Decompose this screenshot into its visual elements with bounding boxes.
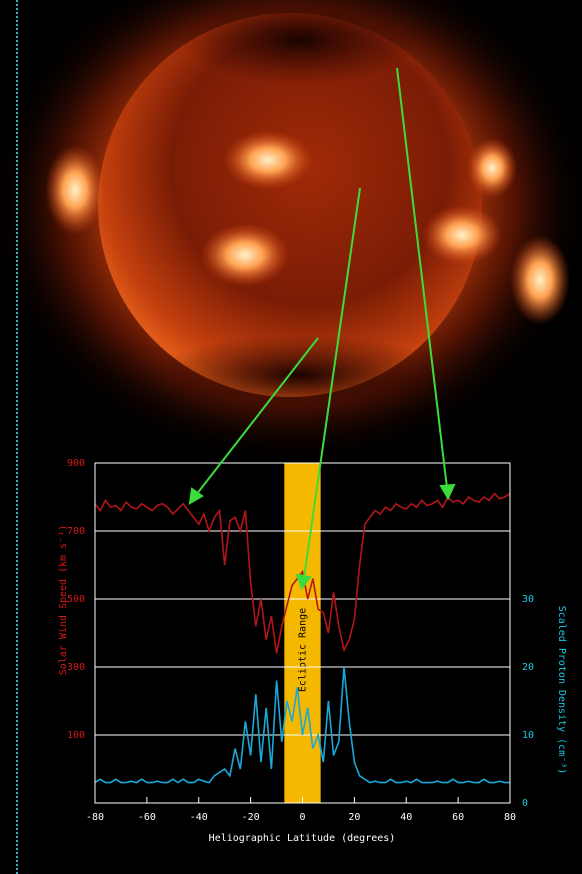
x-tick-label: -20 bbox=[242, 812, 260, 823]
x-tick-label: 20 bbox=[348, 812, 360, 823]
x-tick-label: 40 bbox=[400, 812, 412, 823]
y2-axis-label: Scaled Proton Density (cm⁻³) bbox=[556, 606, 567, 775]
x-tick-label: 80 bbox=[504, 812, 516, 823]
band-label: Ecliptic Range bbox=[298, 608, 309, 692]
sun-image bbox=[0, 0, 582, 465]
y-axis-label: Solar Wind Speed (km s⁻¹) bbox=[58, 525, 69, 676]
y-tick-label: 100 bbox=[67, 730, 85, 741]
y-tick-label: 900 bbox=[67, 458, 85, 469]
x-tick-label: -80 bbox=[86, 812, 104, 823]
y2-tick-label: 20 bbox=[522, 662, 534, 673]
y2-tick-label: 10 bbox=[522, 730, 534, 741]
x-tick-label: -60 bbox=[138, 812, 156, 823]
y-tick-label: 500 bbox=[67, 594, 85, 605]
y2-tick-label: 0 bbox=[522, 798, 528, 809]
x-tick-label: -40 bbox=[190, 812, 208, 823]
y-tick-label: 700 bbox=[67, 526, 85, 537]
x-tick-label: 60 bbox=[452, 812, 464, 823]
x-tick-label: 0 bbox=[299, 812, 305, 823]
page: Ecliptic Range 100 300 500 700 900 0 10 20 30 -80 -… bbox=[0, 0, 582, 874]
x-axis-label: Heliographic Latitude (degrees) bbox=[209, 833, 396, 844]
y-tick-label: 300 bbox=[67, 662, 85, 673]
y2-tick-label: 30 bbox=[522, 594, 534, 605]
plot: Ecliptic Range 100 300 500 700 900 0 10 20 30 -80 -… bbox=[67, 458, 534, 823]
